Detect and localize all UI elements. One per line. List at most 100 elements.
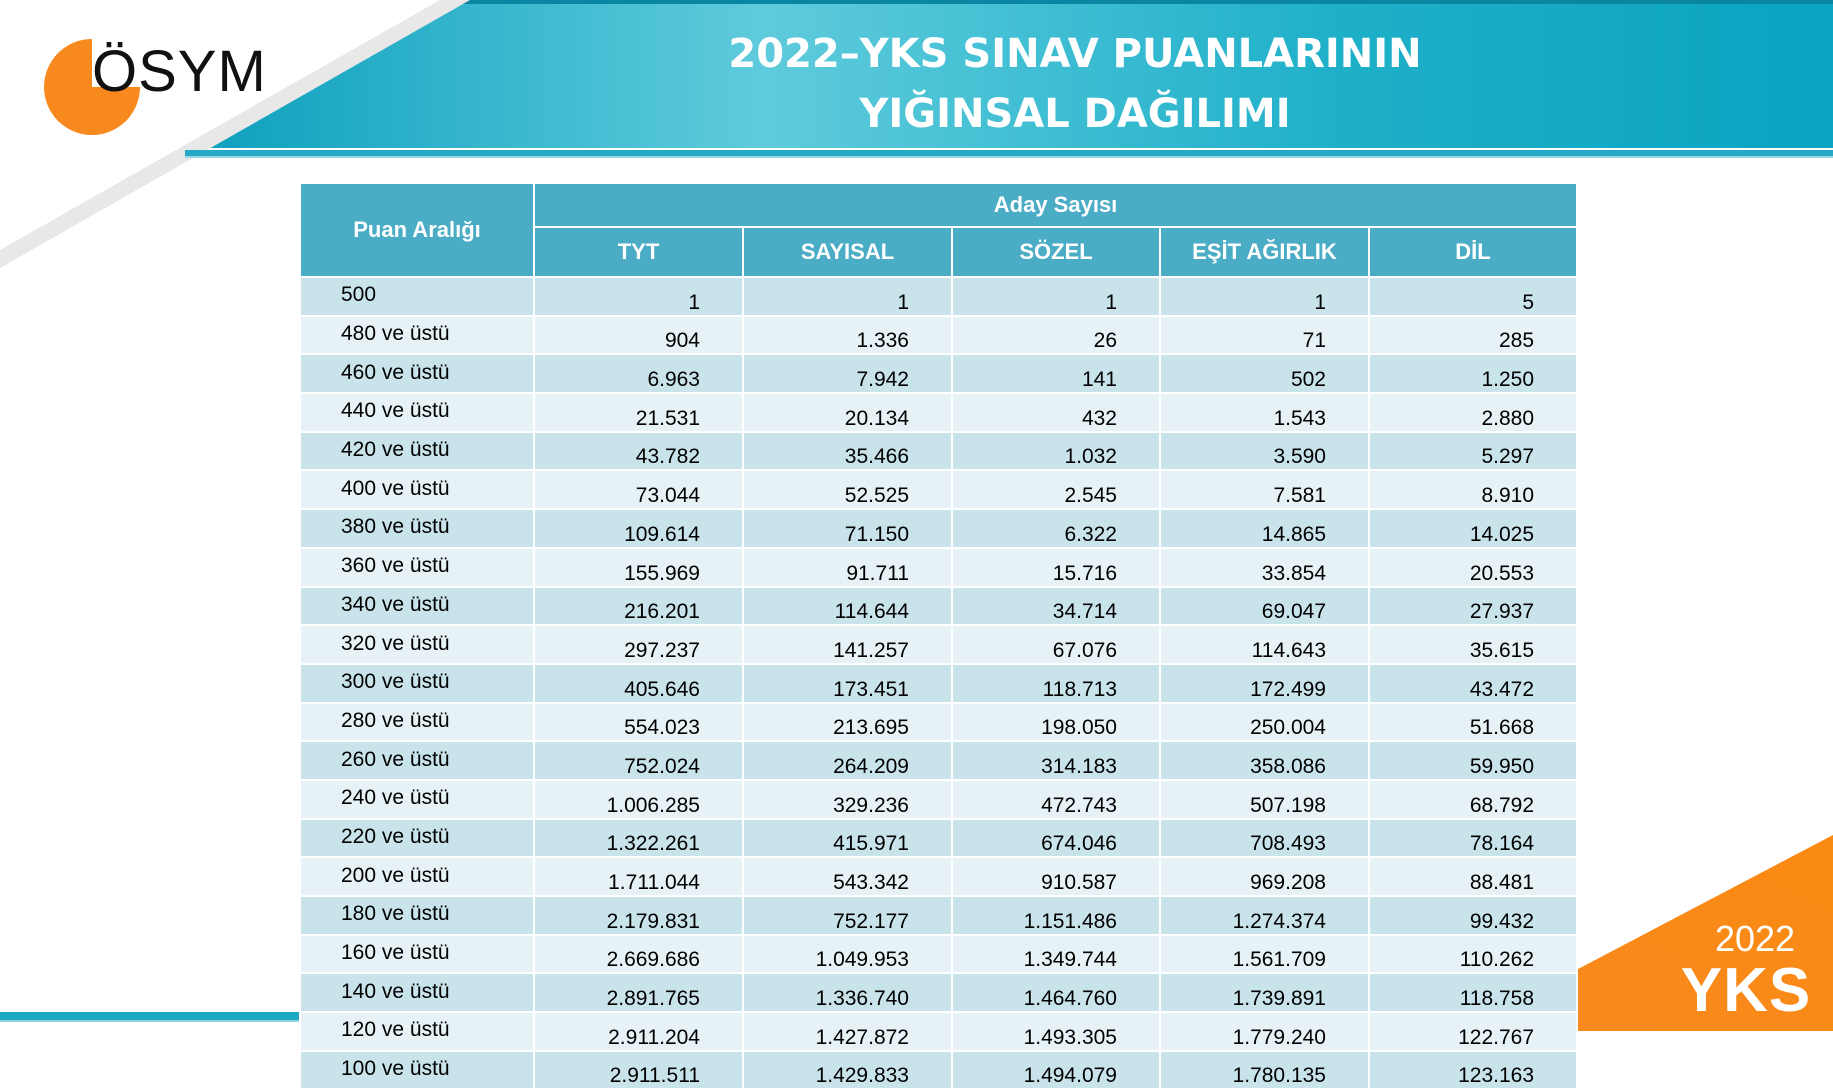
range-cell: 100 ve üstü xyxy=(299,1049,535,1090)
value-cell: 1.151.486 xyxy=(951,895,1161,936)
value-cell: 173.451 xyxy=(742,662,953,704)
range-cell: 380 ve üstü xyxy=(299,508,535,549)
value-cell: 507.198 xyxy=(1159,778,1370,820)
value-cell: 88.481 xyxy=(1367,856,1579,897)
column-header: TYT xyxy=(533,226,744,278)
value-cell: 2.545 xyxy=(951,469,1161,511)
value-cell: 68.792 xyxy=(1367,778,1579,820)
value-cell: 1.494.079 xyxy=(951,1049,1161,1090)
range-column-header: Puan Aralığı xyxy=(299,182,535,278)
page-title: 2022–YKS SINAV PUANLARININ YIĞINSAL DAĞI… xyxy=(640,24,1510,144)
value-cell: 155.969 xyxy=(533,546,744,588)
value-cell: 502 xyxy=(1159,353,1370,395)
value-cell: 35.615 xyxy=(1367,624,1579,665)
group-header: Aday Sayısı xyxy=(532,182,1579,228)
range-cell: 480 ve üstü xyxy=(299,314,535,356)
value-cell: 114.643 xyxy=(1159,624,1370,665)
table-row: 440 ve üstü 21.531 20.134 432 1.543 2.880 xyxy=(299,392,1579,433)
value-cell: 472.743 xyxy=(951,778,1161,820)
value-cell: 752.177 xyxy=(742,895,953,936)
table-row: 300 ve üstü 405.646 173.451 118.713 172.499 4… xyxy=(299,662,1579,704)
column-header: DİL xyxy=(1367,226,1579,278)
range-cell: 300 ve üstü xyxy=(299,662,535,704)
range-cell: 400 ve üstü xyxy=(299,469,535,511)
value-cell: 405.646 xyxy=(533,662,744,704)
table-row: 340 ve üstü 216.201 114.644 34.714 69.047 27.… xyxy=(299,585,1579,627)
value-cell: 34.714 xyxy=(951,585,1161,627)
value-cell: 110.262 xyxy=(1367,933,1579,975)
value-cell: 216.201 xyxy=(533,585,744,627)
value-cell: 752.024 xyxy=(533,740,744,781)
value-cell: 1 xyxy=(742,276,953,317)
range-cell: 340 ve üstü xyxy=(299,585,535,627)
value-cell: 3.590 xyxy=(1159,430,1370,472)
osym-logo-icon xyxy=(44,39,140,135)
value-cell: 14.025 xyxy=(1367,508,1579,549)
value-cell: 73.044 xyxy=(533,469,744,511)
range-cell: 200 ve üstü xyxy=(299,856,535,897)
value-cell: 1.427.872 xyxy=(742,1011,953,1052)
value-cell: 674.046 xyxy=(951,817,1161,859)
column-header: SAYISAL xyxy=(742,226,953,278)
value-cell: 59.950 xyxy=(1367,740,1579,781)
value-cell: 1.711.044 xyxy=(533,856,744,897)
value-cell: 118.758 xyxy=(1367,972,1579,1014)
range-cell: 360 ve üstü xyxy=(299,546,535,588)
value-cell: 432 xyxy=(951,392,1161,433)
range-cell: 240 ve üstü xyxy=(299,778,535,820)
value-cell: 20.553 xyxy=(1367,546,1579,588)
value-cell: 1.336.740 xyxy=(742,972,953,1014)
table-row: 460 ve üstü 6.963 7.942 141 502 1.250 xyxy=(299,353,1579,395)
value-cell: 314.183 xyxy=(951,740,1161,781)
value-cell: 358.086 xyxy=(1159,740,1370,781)
table-row: 160 ve üstü 2.669.686 1.049.953 1.349.744 1.… xyxy=(299,933,1579,975)
value-cell: 708.493 xyxy=(1159,817,1370,859)
value-cell: 1.561.709 xyxy=(1159,933,1370,975)
value-cell: 26 xyxy=(951,314,1161,356)
value-cell: 2.880 xyxy=(1367,392,1579,433)
range-cell: 160 ve üstü xyxy=(299,933,535,975)
value-cell: 910.587 xyxy=(951,856,1161,897)
value-cell: 71.150 xyxy=(742,508,953,549)
value-cell: 1 xyxy=(533,276,744,317)
value-cell: 2.669.686 xyxy=(533,933,744,975)
value-cell: 21.531 xyxy=(533,392,744,433)
value-cell: 213.695 xyxy=(742,701,953,743)
value-cell: 1.349.744 xyxy=(951,933,1161,975)
value-cell: 6.963 xyxy=(533,353,744,395)
value-cell: 27.937 xyxy=(1367,585,1579,627)
value-cell: 109.614 xyxy=(533,508,744,549)
badge-name: YKS xyxy=(1680,956,1812,1025)
value-cell: 250.004 xyxy=(1159,701,1370,743)
range-cell: 420 ve üstü xyxy=(299,430,535,472)
value-cell: 43.472 xyxy=(1367,662,1579,704)
value-cell: 1.780.135 xyxy=(1159,1049,1370,1090)
range-cell: 120 ve üstü xyxy=(299,1011,535,1052)
value-cell: 969.208 xyxy=(1159,856,1370,897)
value-cell: 141 xyxy=(951,353,1161,395)
value-cell: 2.179.831 xyxy=(533,895,744,936)
table-row: 100 ve üstü 2.911.511 1.429.833 1.494.079 1.… xyxy=(299,1049,1579,1090)
table-row: 220 ve üstü 1.322.261 415.971 674.046 708.49… xyxy=(299,817,1579,859)
table-row: 140 ve üstü 2.891.765 1.336.740 1.464.760 1.… xyxy=(299,972,1579,1014)
value-cell: 264.209 xyxy=(742,740,953,781)
value-cell: 1.779.240 xyxy=(1159,1011,1370,1052)
header-band xyxy=(0,0,1833,268)
value-cell: 6.322 xyxy=(951,508,1161,549)
table-row: 200 ve üstü 1.711.044 543.342 910.587 969.20… xyxy=(299,856,1579,897)
value-cell: 1.543 xyxy=(1159,392,1370,433)
value-cell: 91.711 xyxy=(742,546,953,588)
value-cell: 2.911.511 xyxy=(533,1049,744,1090)
value-cell: 1.274.374 xyxy=(1159,895,1370,936)
range-cell: 500 xyxy=(299,276,535,317)
value-cell: 172.499 xyxy=(1159,662,1370,704)
value-cell: 52.525 xyxy=(742,469,953,511)
value-cell: 7.942 xyxy=(742,353,953,395)
osym-logo-text: ÖSYM xyxy=(92,39,267,104)
range-cell: 140 ve üstü xyxy=(299,972,535,1014)
value-cell: 78.164 xyxy=(1367,817,1579,859)
table-row: 240 ve üstü 1.006.285 329.236 472.743 507.19… xyxy=(299,778,1579,820)
value-cell: 71 xyxy=(1159,314,1370,356)
title-line-2: YIĞINSAL DAĞILIMI xyxy=(859,91,1291,137)
value-cell: 7.581 xyxy=(1159,469,1370,511)
